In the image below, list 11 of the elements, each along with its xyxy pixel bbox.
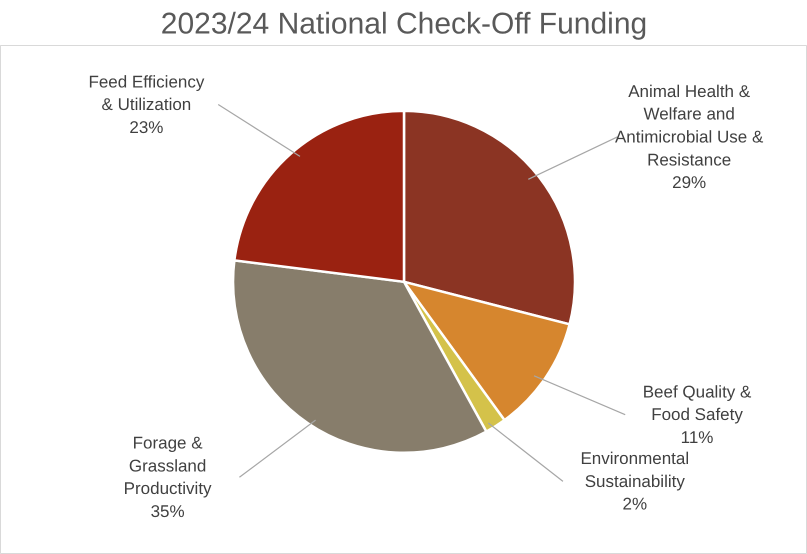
data-label: 2% <box>622 494 648 514</box>
slice-label: Animal Health & Welfare and Antimicrobial Use & Resistance <box>614 82 764 170</box>
data-label: 29% <box>672 173 706 192</box>
data-label: 35% <box>150 502 185 521</box>
chart-title: 2023/24 National Check-Off Funding <box>160 8 648 40</box>
data-label: 23% <box>129 118 164 137</box>
slice-label: Environmental Sustainability <box>580 449 690 491</box>
slice-label: Feed Efficiency & Utilization <box>88 72 205 114</box>
data-label: 11% <box>680 428 714 447</box>
slice-label: Beef Quality & Food Safety <box>642 382 752 424</box>
slice-label: Forage & Grassland Productivity <box>124 434 212 498</box>
